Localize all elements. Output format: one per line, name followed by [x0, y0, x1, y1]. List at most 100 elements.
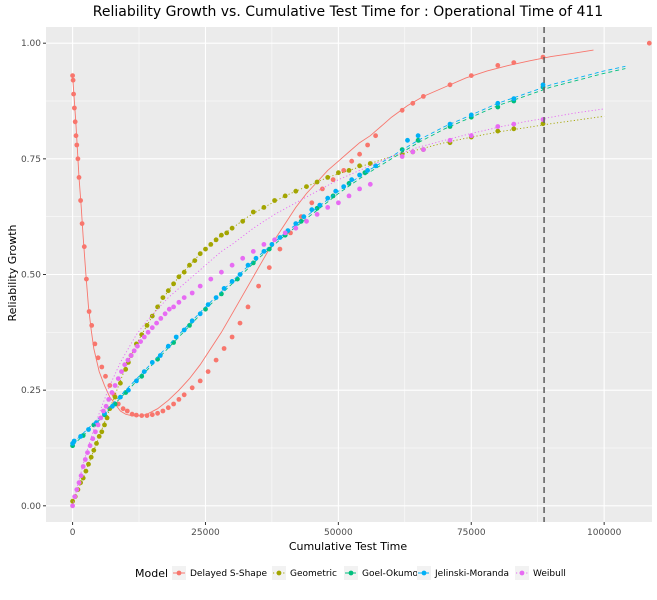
legend-key-point	[348, 570, 354, 576]
data-point-geometric	[511, 126, 517, 132]
data-point-delayed-s-shape	[165, 405, 171, 411]
data-point-jelinski-moranda	[373, 163, 378, 169]
data-point-jelinski-moranda	[357, 172, 362, 178]
data-point-jelinski-moranda	[189, 318, 195, 324]
data-point-jelinski-moranda	[118, 394, 123, 400]
data-point-geometric	[495, 128, 501, 134]
data-point-jelinski-moranda	[213, 295, 219, 300]
legend-label-jelinski-moranda: Jelinski-Moranda	[434, 569, 509, 579]
data-point-weibull	[304, 218, 309, 224]
legend-key-point	[276, 570, 282, 576]
data-point-jelinski-moranda	[468, 112, 474, 118]
x-axis-title: Cumulative Test Time	[289, 540, 408, 553]
data-point-geometric	[123, 366, 129, 372]
legend-title: Model	[135, 567, 168, 580]
data-point-delayed-s-shape	[70, 73, 75, 78]
data-point-delayed-s-shape	[349, 158, 355, 164]
data-point-delayed-s-shape	[213, 357, 219, 363]
data-point-goel-okumoto	[415, 137, 421, 143]
series-weibull	[70, 108, 605, 509]
data-point-jelinski-moranda	[365, 168, 370, 173]
data-point-weibull	[115, 376, 121, 381]
data-point-jelinski-moranda	[349, 177, 355, 183]
data-point-geometric	[219, 232, 224, 238]
data-point-weibull	[98, 415, 104, 421]
data-point-geometric	[224, 230, 230, 236]
series-jelinski-moranda	[70, 65, 626, 446]
data-point-jelinski-moranda	[447, 121, 453, 127]
data-point-weibull	[336, 200, 341, 206]
data-point-geometric	[336, 170, 341, 176]
data-point-jelinski-moranda	[341, 184, 347, 190]
x-tick-label: 25000	[191, 528, 220, 538]
data-point-weibull	[122, 362, 128, 368]
data-point-geometric	[346, 168, 352, 173]
data-point-weibull	[314, 212, 320, 217]
data-point-weibull	[399, 154, 405, 159]
data-point-geometric	[314, 179, 320, 185]
data-point-jelinski-moranda	[495, 100, 501, 106]
data-point-weibull	[149, 325, 155, 331]
data-point-jelinski-moranda	[309, 207, 315, 213]
data-point-weibull	[250, 249, 256, 254]
data-point-geometric	[96, 434, 102, 439]
legend-key-jelinski-moranda	[417, 566, 431, 580]
data-point-jelinski-moranda	[245, 262, 251, 268]
data-point-jelinski-moranda	[149, 360, 155, 365]
data-point-geometric	[70, 498, 75, 504]
data-point-weibull	[261, 242, 267, 247]
data-point-delayed-s-shape	[468, 73, 474, 78]
data-point-weibull	[72, 494, 78, 499]
data-point-weibull	[128, 353, 134, 358]
data-point-delayed-s-shape	[189, 385, 195, 391]
data-point-jelinski-moranda	[405, 137, 410, 143]
data-point-weibull	[109, 390, 115, 395]
data-point-geometric	[112, 394, 118, 400]
data-point-delayed-s-shape	[256, 283, 261, 289]
series-line-goel-okumoto	[72, 68, 626, 447]
data-point-jelinski-moranda	[511, 96, 517, 102]
data-point-weibull	[70, 503, 75, 509]
data-point-delayed-s-shape	[78, 198, 83, 203]
data-point-geometric	[149, 313, 155, 319]
data-point-delayed-s-shape	[221, 346, 227, 351]
data-point-jelinski-moranda	[293, 221, 299, 227]
data-point-goel-okumoto	[203, 306, 208, 312]
legend: Model Delayed S-Shape Geometric Goel-Okumo…	[135, 566, 566, 580]
data-point-geometric	[203, 246, 208, 252]
data-point-jelinski-moranda	[157, 353, 163, 358]
legend-key-goel-okumoto	[344, 566, 358, 580]
data-point-weibull	[141, 334, 147, 340]
series-delayed-s-shape	[70, 40, 652, 418]
data-point-delayed-s-shape	[399, 107, 405, 113]
data-point-jelinski-moranda	[71, 438, 77, 444]
data-point-delayed-s-shape	[176, 397, 182, 402]
data-point-delayed-s-shape	[74, 142, 80, 148]
data-point-jelinski-moranda	[237, 272, 243, 277]
data-point-delayed-s-shape	[92, 341, 98, 347]
data-point-delayed-s-shape	[103, 373, 108, 379]
data-point-geometric	[240, 218, 246, 224]
y-tick-label: 0.75	[21, 155, 41, 165]
data-point-weibull	[80, 464, 86, 469]
data-point-delayed-s-shape	[365, 142, 370, 148]
data-point-geometric	[94, 441, 99, 446]
data-point-delayed-s-shape	[72, 105, 77, 111]
data-point-weibull	[154, 320, 160, 326]
data-point-goel-okumoto	[139, 373, 145, 379]
data-point-weibull	[282, 230, 288, 236]
data-point-geometric	[144, 323, 150, 328]
data-point-geometric	[176, 274, 182, 280]
x-tick-label: 0	[70, 528, 76, 538]
data-point-delayed-s-shape	[99, 364, 105, 370]
data-point-weibull	[125, 357, 131, 363]
data-point-jelinski-moranda	[221, 286, 227, 291]
series-layer	[70, 40, 652, 509]
y-tick-label: 1.00	[21, 39, 41, 49]
data-point-weibull	[421, 147, 426, 153]
data-point-weibull	[181, 295, 187, 300]
data-point-delayed-s-shape	[81, 244, 87, 250]
x-tick-label: 50000	[324, 528, 353, 538]
data-point-weibull	[219, 269, 224, 275]
data-point-delayed-s-shape	[129, 411, 135, 417]
